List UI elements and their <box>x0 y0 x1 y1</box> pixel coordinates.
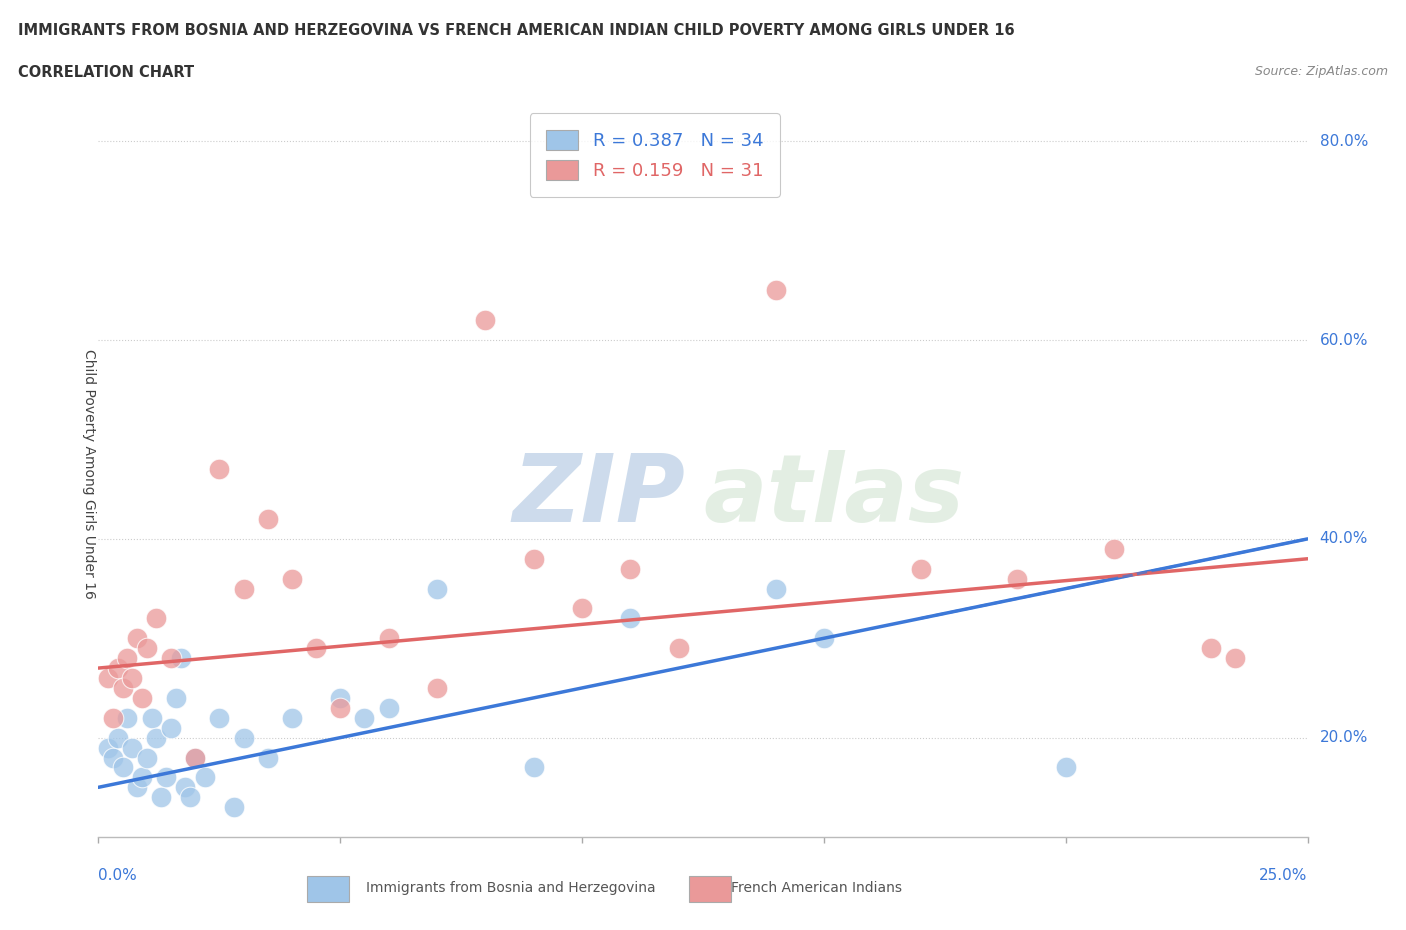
Point <box>329 700 352 715</box>
Point <box>111 760 134 775</box>
Point <box>426 681 449 696</box>
Point <box>174 780 197 795</box>
Point <box>97 671 120 685</box>
Point <box>1102 541 1125 556</box>
Point <box>208 711 231 725</box>
Point <box>97 740 120 755</box>
Text: 80.0%: 80.0% <box>1320 134 1368 149</box>
Y-axis label: Child Poverty Among Girls Under 16: Child Poverty Among Girls Under 16 <box>83 350 97 599</box>
Point <box>232 581 254 596</box>
Point <box>765 581 787 596</box>
Point <box>117 711 139 725</box>
Point <box>377 631 399 645</box>
Point <box>131 770 153 785</box>
Point <box>101 751 124 765</box>
Point <box>117 651 139 666</box>
Point <box>329 690 352 705</box>
Point <box>523 760 546 775</box>
Text: 0.0%: 0.0% <box>98 868 138 883</box>
Point <box>127 631 149 645</box>
Text: ZIP: ZIP <box>512 450 685 542</box>
Point <box>107 660 129 675</box>
Point <box>305 641 328 656</box>
Point <box>184 751 207 765</box>
Point <box>619 611 641 626</box>
Point <box>150 790 173 804</box>
Point <box>256 512 278 526</box>
Point <box>523 551 546 566</box>
Point <box>111 681 134 696</box>
Point <box>232 730 254 745</box>
Point <box>141 711 163 725</box>
Point <box>135 641 157 656</box>
Point <box>184 751 207 765</box>
Point <box>765 283 787 298</box>
Point <box>169 651 191 666</box>
Point <box>910 562 932 577</box>
Point <box>208 462 231 477</box>
Point <box>131 690 153 705</box>
Point <box>571 601 593 616</box>
Text: Source: ZipAtlas.com: Source: ZipAtlas.com <box>1254 65 1388 78</box>
Point <box>256 751 278 765</box>
Text: Immigrants from Bosnia and Herzegovina: Immigrants from Bosnia and Herzegovina <box>366 881 655 896</box>
Point <box>160 720 183 735</box>
Point <box>281 711 304 725</box>
Text: 20.0%: 20.0% <box>1320 730 1368 745</box>
Point <box>619 562 641 577</box>
Point <box>426 581 449 596</box>
Point <box>107 730 129 745</box>
Point <box>127 780 149 795</box>
Text: 40.0%: 40.0% <box>1320 531 1368 547</box>
Text: 60.0%: 60.0% <box>1320 333 1368 348</box>
Point <box>194 770 217 785</box>
Point <box>353 711 375 725</box>
Text: IMMIGRANTS FROM BOSNIA AND HERZEGOVINA VS FRENCH AMERICAN INDIAN CHILD POVERTY A: IMMIGRANTS FROM BOSNIA AND HERZEGOVINA V… <box>18 23 1015 38</box>
Text: French American Indians: French American Indians <box>731 881 903 896</box>
Text: 25.0%: 25.0% <box>1260 868 1308 883</box>
Point <box>1223 651 1246 666</box>
Point <box>1199 641 1222 656</box>
Point <box>179 790 201 804</box>
Point <box>121 740 143 755</box>
Point <box>155 770 177 785</box>
Point <box>121 671 143 685</box>
Point <box>145 730 167 745</box>
Point <box>377 700 399 715</box>
Point <box>1054 760 1077 775</box>
Point <box>813 631 835 645</box>
Text: atlas: atlas <box>703 450 965 542</box>
Text: CORRELATION CHART: CORRELATION CHART <box>18 65 194 80</box>
Point <box>101 711 124 725</box>
Point <box>145 611 167 626</box>
Point <box>1007 571 1029 586</box>
Point <box>222 800 245 815</box>
Point <box>474 312 496 327</box>
Point <box>160 651 183 666</box>
Point <box>281 571 304 586</box>
Point <box>165 690 187 705</box>
Point <box>668 641 690 656</box>
Point <box>135 751 157 765</box>
Legend: R = 0.387   N = 34, R = 0.159   N = 31: R = 0.387 N = 34, R = 0.159 N = 31 <box>530 113 780 196</box>
